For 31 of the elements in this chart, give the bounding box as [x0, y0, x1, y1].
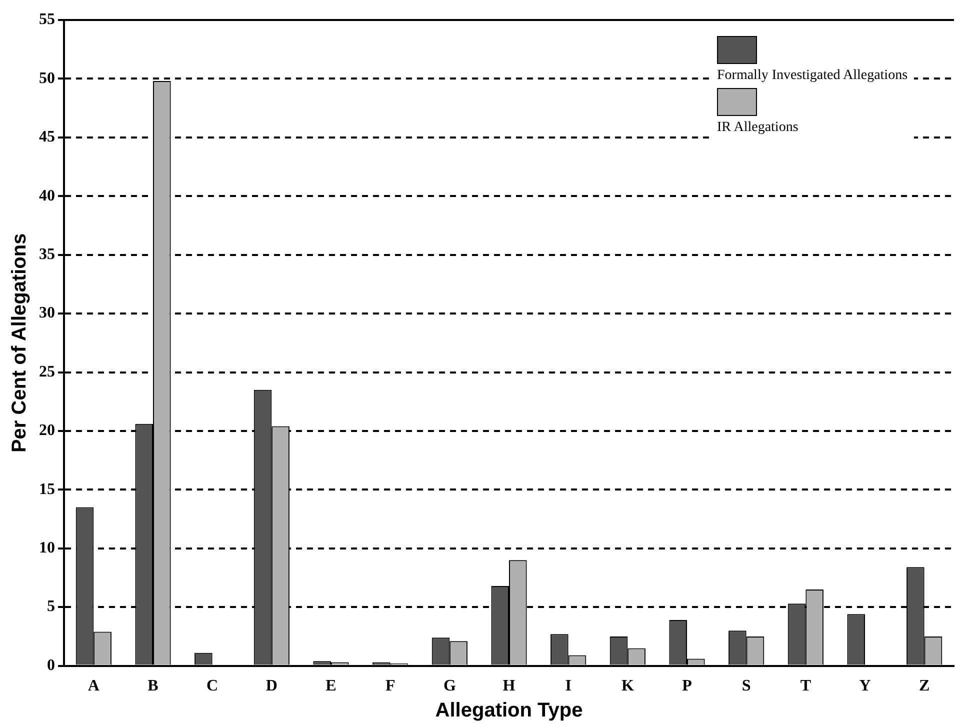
x-tick-label: C [206, 678, 218, 695]
y-tick-label: 40 [39, 187, 55, 204]
y-tick-label: 15 [39, 480, 55, 498]
y-tick-label: 50 [39, 70, 55, 87]
y-tick-label: 35 [39, 246, 55, 263]
x-tick-label: D [266, 678, 278, 695]
x-tick-label: G [443, 678, 456, 695]
x-tick-label: Y [859, 678, 872, 695]
x-tick-label: P [682, 678, 692, 695]
x-tick-label: H [502, 678, 516, 695]
y-tick-label: 55 [39, 11, 55, 28]
y-tick-label: 0 [47, 656, 55, 674]
y-tick-label: 20 [39, 422, 55, 440]
x-tick-label: K [621, 678, 634, 695]
x-tick-label: T [800, 678, 812, 695]
x-axis-title: Allegation Type [435, 700, 583, 722]
legend-label: Formally Investigated Allegations [717, 68, 908, 84]
y-tick-label: 30 [39, 304, 55, 322]
x-tick-label: F [385, 678, 396, 695]
y-tick-label: 45 [39, 128, 55, 146]
x-tick-label: E [326, 678, 336, 695]
x-tick-label: I [565, 678, 572, 695]
x-tick-label: Z [918, 678, 930, 695]
x-tick-label: B [148, 678, 159, 695]
x-tick-label: A [88, 678, 100, 695]
y-tick-label: 10 [39, 540, 55, 557]
legend-label: IR Allegations [717, 120, 800, 136]
x-tick-label: S [742, 678, 751, 695]
y-tick-label: 5 [47, 598, 55, 616]
y-tick-label: 25 [39, 363, 55, 380]
y-axis-title: Per Cent of Allegations [8, 233, 31, 453]
